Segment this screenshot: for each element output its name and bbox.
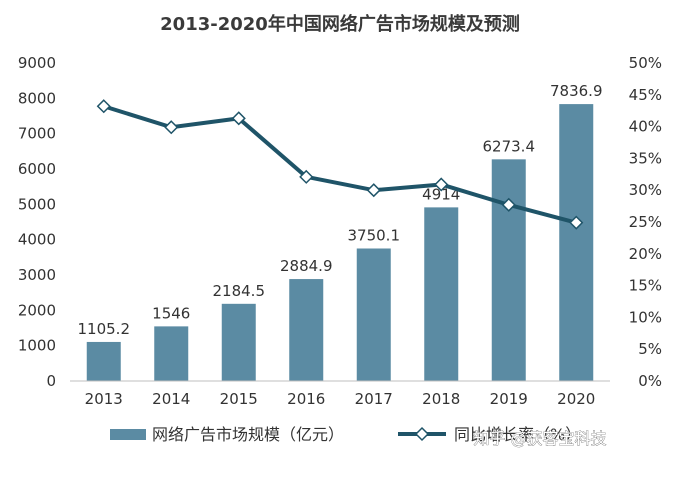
bar: [221, 303, 256, 381]
line-point: [96, 99, 111, 114]
right-tick-label: 30%: [629, 181, 662, 199]
legend-line-label: 同比增长率（%）: [454, 425, 581, 444]
watermark: 知乎 @获客宝科技: [473, 429, 606, 448]
bar: [424, 207, 459, 381]
bar: [154, 326, 189, 381]
left-tick-label: 6000: [18, 160, 56, 178]
x-axis-ticks: 2013 2014 2015 2016 2017 2018 2019 2020: [85, 390, 596, 408]
x-tick-label: 2017: [355, 390, 393, 408]
right-tick-label: 0%: [638, 372, 662, 390]
bar: [356, 248, 391, 381]
x-tick-label: 2018: [422, 390, 460, 408]
line-series: [96, 99, 584, 230]
line-point: [569, 215, 584, 230]
bar-data-label: 4914: [422, 185, 460, 203]
left-tick-label: 7000: [18, 125, 56, 143]
left-tick-label: 1000: [18, 337, 56, 355]
right-tick-label: 25%: [629, 213, 662, 231]
x-tick-label: 2019: [490, 390, 528, 408]
x-tick-label: 2020: [557, 390, 595, 408]
bar-data-label: 6273.4: [483, 137, 536, 155]
right-tick-label: 20%: [629, 245, 662, 263]
left-tick-label: 4000: [18, 231, 56, 249]
x-tick-label: 2016: [287, 390, 325, 408]
line-point: [231, 111, 246, 126]
right-tick-label: 5%: [638, 340, 662, 358]
bar: [289, 279, 324, 381]
right-tick-label: 15%: [629, 277, 662, 295]
right-axis-ticks: 0% 5% 10% 15% 20% 25% 30% 35% 40% 45% 50%: [629, 54, 662, 390]
right-tick-label: 35%: [629, 149, 662, 167]
bar-data-labels: 1105.2 1546 2184.5 2884.9 3750.1 4914 6273.4 78…: [78, 82, 603, 338]
line-point: [299, 169, 314, 184]
growth-rate-line: [103, 104, 577, 225]
left-axis-ticks: 0 1000 2000 3000 4000 5000 6000 7000 8000 9000: [18, 54, 56, 390]
legend-diamond-marker: [414, 426, 430, 442]
right-tick-label: 45%: [629, 86, 662, 104]
left-tick-label: 2000: [18, 301, 56, 319]
right-tick-label: 40%: [629, 118, 662, 136]
chart-title: 2013-2020年中国网络广告市场规模及预测: [160, 13, 520, 35]
line-point: [434, 177, 449, 192]
right-tick-label: 50%: [629, 54, 662, 72]
legend: 网络广告市场规模（亿元） 同比增长率（%）: [110, 425, 581, 444]
line-point: [164, 120, 179, 135]
bar-data-label: 2884.9: [280, 257, 333, 275]
left-tick-label: 8000: [18, 89, 56, 107]
left-tick-label: 5000: [18, 195, 56, 213]
bar-data-label: 1105.2: [78, 320, 131, 338]
legend-bar-label: 网络广告市场规模（亿元）: [152, 425, 344, 444]
right-tick-label: 10%: [629, 308, 662, 326]
bar: [559, 104, 594, 382]
x-tick-label: 2015: [220, 390, 258, 408]
bar-data-label: 3750.1: [348, 226, 401, 244]
bar-data-label: 7836.9: [550, 82, 603, 100]
line-point: [501, 197, 516, 212]
left-tick-label: 0: [46, 372, 56, 390]
bar-series: [86, 104, 594, 382]
legend-bar-swatch: [110, 429, 146, 440]
bar-data-label: 2184.5: [213, 282, 266, 300]
x-tick-label: 2013: [85, 390, 123, 408]
line-point: [366, 183, 381, 198]
x-tick-label: 2014: [152, 390, 190, 408]
left-tick-label: 9000: [18, 54, 56, 72]
bar: [86, 341, 121, 381]
left-tick-label: 3000: [18, 266, 56, 284]
bar-data-label: 1546: [152, 304, 190, 322]
bar: [491, 159, 526, 381]
